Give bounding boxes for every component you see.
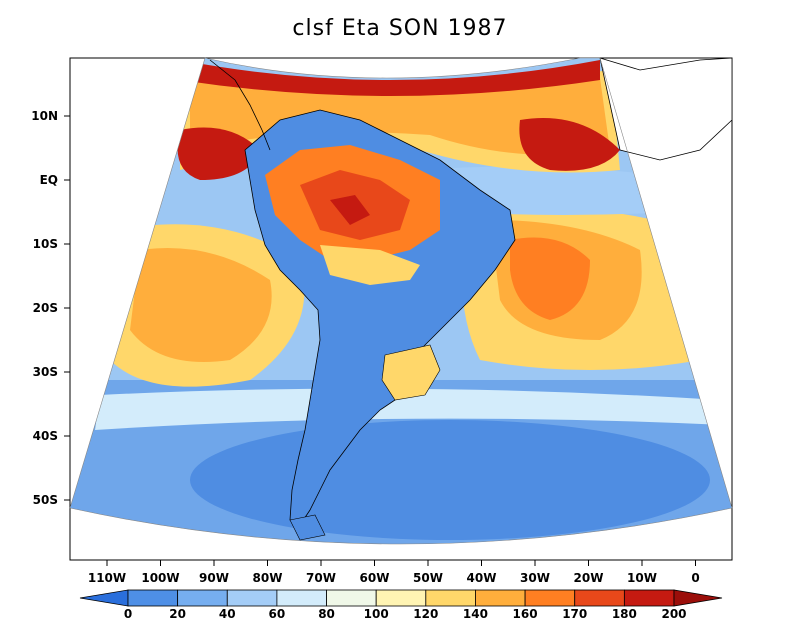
africa-outline [599,57,733,161]
lat-label: 10S [33,237,58,251]
lat-label: 30S [33,365,58,379]
longitude-axis: 110W 100W 90W 80W 70W 60W 50W 40W 30W 20W 10W 0 [88,560,700,585]
lon-label: 20W [574,571,604,585]
lon-label: 80W [253,571,283,585]
colorbar-label: 40 [219,607,236,618]
colorbar: 0 20 40 60 80 100 120 140 160 170 180 200 [79,589,723,618]
colorbar-low-arrow [79,589,129,607]
lat-label: 50S [33,493,58,507]
colorbar-box [475,589,526,607]
colorbar-box [574,589,625,607]
lat-label: 40S [33,429,58,443]
domain-boundary [69,57,733,545]
colorbar-box [127,589,179,607]
colorbar-label: 200 [661,607,686,618]
lon-label: 60W [360,571,390,585]
lon-label: 10W [627,571,657,585]
colorbar-high-arrow [673,589,723,607]
colorbar-box [326,589,377,607]
colorbar-label: 80 [318,607,335,618]
lon-label: 0 [691,571,699,585]
colorbar-box [276,589,327,607]
colorbar-box [623,589,675,607]
lon-label: 110W [88,571,126,585]
lon-label: 70W [306,571,336,585]
lon-label: 50W [413,571,443,585]
central-america-outline [209,59,271,151]
colorbar-box [524,589,576,607]
lat-label: EQ [40,173,58,187]
colorbar-label: 20 [169,607,186,618]
colorbar-label: 160 [513,607,538,618]
colorbar-box [425,589,476,607]
colorbar-label: 170 [562,607,587,618]
lat-label: 10N [31,109,58,123]
colorbar-box [226,589,278,607]
lon-label: 100W [141,571,179,585]
lon-label: 40W [467,571,497,585]
colorbar-label: 60 [269,607,286,618]
lat-label: 20S [33,301,58,315]
south-america-land [244,109,516,541]
colorbar-label: 180 [612,607,637,618]
colorbar-box [177,589,228,607]
latitude-axis: 10N EQ 10S 20S 30S 40S 50S [31,109,70,507]
colorbar-label: 140 [463,607,488,618]
lon-label: 30W [520,571,550,585]
colorbar-label: 120 [413,607,438,618]
lon-label: 90W [199,571,229,585]
map-title: clsf Eta SON 1987 [292,16,508,41]
colorbar-label: 0 [124,607,132,618]
colorbar-label: 100 [364,607,389,618]
colorbar-box [375,589,427,607]
